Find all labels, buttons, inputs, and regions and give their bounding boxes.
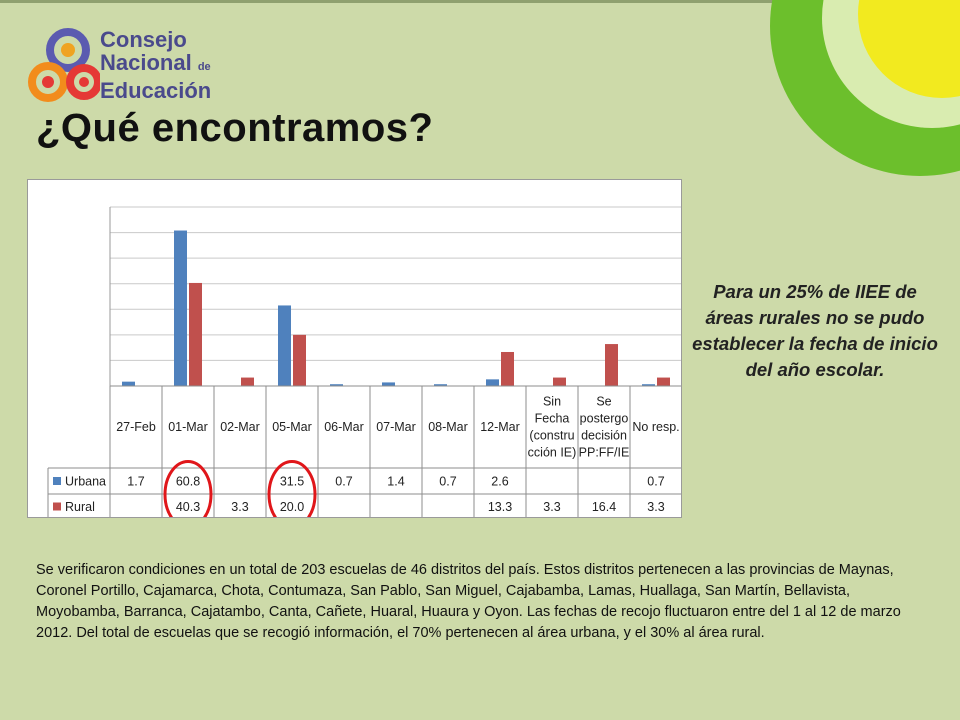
category-label-line: 07-Mar (376, 420, 416, 434)
bar-chart: 27-Feb 01-Mar 02-Mar 05-Mar 06-Mar 07-Mar 08-M… (47, 206, 681, 517)
data-value: 0.7 (439, 475, 456, 489)
data-value: 0.7 (647, 475, 664, 489)
category-label-line: PP:FF/IE (579, 446, 630, 460)
category-label-line: decisión (581, 429, 627, 443)
category-label-line: No resp. (632, 420, 679, 434)
bar-rural (293, 334, 306, 386)
logo-line-1: Consejo (100, 27, 187, 52)
data-value: 3.3 (231, 500, 248, 514)
bar-urbana (174, 230, 187, 386)
bar-urbana (486, 379, 499, 386)
highlight-circle (163, 460, 213, 517)
bar-urbana (278, 305, 291, 386)
logo-line-2-small: de (197, 61, 211, 73)
category-label: 06-Mar (324, 420, 364, 434)
bar-urbana (642, 384, 655, 386)
logo-line-3: Educación (100, 78, 212, 103)
bar-urbana (330, 384, 343, 386)
logo-line-2: Nacional de (100, 51, 211, 79)
bar-urbana (382, 382, 395, 386)
bar-urbana (434, 384, 447, 386)
category-label: 27-Feb (116, 420, 156, 434)
category-label-line: cción IE) (528, 446, 577, 460)
data-value: 1.7 (127, 475, 144, 489)
bar-rural (553, 377, 566, 386)
category-label: No resp. (632, 420, 679, 434)
top-border-line (0, 0, 960, 3)
category-label: 05-Mar (272, 420, 312, 434)
category-label-line: postergo (580, 412, 629, 426)
category-label-line: Fecha (535, 412, 570, 426)
data-value: 2.6 (491, 475, 508, 489)
data-value: 0.7 (335, 475, 352, 489)
data-value: 16.4 (592, 500, 616, 514)
category-label-line: 06-Mar (324, 420, 364, 434)
data-value: 31.5 (280, 475, 304, 489)
category-label: 01-Mar (168, 420, 208, 434)
bar-rural (605, 344, 618, 386)
chart-frame: 27-Feb 01-Mar 02-Mar 05-Mar 06-Mar 07-Mar 08-M… (27, 179, 682, 518)
data-value: 20.0 (280, 500, 304, 514)
bar-rural (241, 377, 254, 386)
category-label-line: Se (596, 395, 611, 409)
bar-urbana (122, 381, 135, 386)
legend-label-rural: Rural (65, 500, 95, 514)
category-label: 08-Mar (428, 420, 468, 434)
bar-rural (189, 282, 202, 386)
data-value: 60.8 (176, 475, 200, 489)
data-value: 13.3 (488, 500, 512, 514)
bar-rural (501, 351, 514, 386)
category-label-line: Sin (543, 395, 561, 409)
data-value: 40.3 (176, 500, 200, 514)
logo-wordmark: Consejo Nacional de Educación (100, 28, 211, 102)
category-label: 02-Mar (220, 420, 260, 434)
logo-emblem-icon (28, 28, 100, 102)
category-label: Se postergo decisión PP:FF/IE (579, 395, 630, 460)
data-value: 3.3 (647, 500, 664, 514)
category-label: 12-Mar (480, 420, 520, 434)
category-label: 07-Mar (376, 420, 416, 434)
data-value: 3.3 (543, 500, 560, 514)
category-label-line: 01-Mar (168, 420, 208, 434)
bar-rural (657, 377, 670, 386)
legend-key-urbana (53, 477, 61, 485)
body-text: Se verificaron condiciones en un total d… (36, 562, 901, 641)
side-note: Para un 25% de IIEE de áreas rurales no … (692, 281, 938, 380)
logo-line-2-main: Nacional (100, 50, 192, 75)
category-label-line: 02-Mar (220, 420, 260, 434)
decorative-circles (770, 0, 960, 176)
category-label: Sin Fecha (constru cción IE) (528, 395, 577, 460)
category-label-line: 12-Mar (480, 420, 520, 434)
category-label-line: (constru (529, 429, 574, 443)
page-title: ¿Qué encontramos? (36, 106, 434, 150)
category-label-line: 05-Mar (272, 420, 312, 434)
logo: Consejo Nacional de Educación (28, 22, 238, 112)
category-label-line: 27-Feb (116, 420, 156, 434)
legend-key-rural (53, 502, 61, 511)
legend-label-urbana: Urbana (65, 475, 106, 489)
category-label-line: 08-Mar (428, 420, 468, 434)
highlight-circle (267, 460, 317, 517)
deco-yellow-circle (858, 0, 960, 98)
data-value: 1.4 (387, 475, 404, 489)
